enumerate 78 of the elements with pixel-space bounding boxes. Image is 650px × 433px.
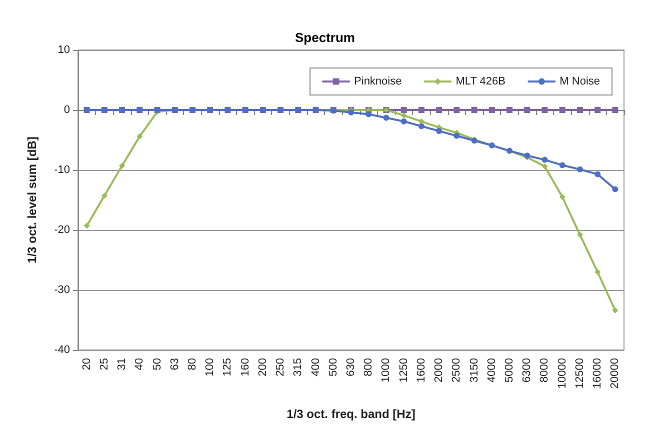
y-tick-label: -20 <box>54 224 70 236</box>
x-tick-label: 2000 <box>433 358 446 382</box>
x-tick-label: 10000 <box>556 358 568 389</box>
x-tick-label: 12500 <box>574 358 586 389</box>
point <box>594 107 601 113</box>
x-tick-label: 63 <box>168 358 181 370</box>
x-tick-label: 20 <box>80 358 93 370</box>
point <box>418 107 424 113</box>
x-tick-label: 2500 <box>450 358 463 382</box>
x-tick-label: 125 <box>222 358 234 376</box>
point <box>454 132 460 139</box>
legend-label: MLT 426B <box>456 76 506 88</box>
point <box>542 156 548 163</box>
point <box>524 107 530 113</box>
point <box>436 128 442 134</box>
x-tick-label: 1250 <box>398 358 410 382</box>
y-tick-label: -30 <box>54 284 70 296</box>
point <box>454 107 460 113</box>
point <box>348 109 354 116</box>
x-tick-label: 100 <box>204 358 216 376</box>
point <box>366 111 372 118</box>
point <box>136 133 143 140</box>
x-tick-label: 16000 <box>592 358 604 389</box>
x-tick-label: 40 <box>134 358 146 370</box>
y-tick-label: -10 <box>54 164 70 176</box>
x-tick-label: 1600 <box>415 358 428 382</box>
point <box>559 107 566 113</box>
point <box>400 118 407 124</box>
point <box>576 107 583 113</box>
point <box>559 194 566 200</box>
x-tick-label: 1000 <box>380 358 392 382</box>
x-tick-label: 5000 <box>504 358 516 382</box>
legend-label: M Noise <box>560 76 600 88</box>
point <box>594 269 601 275</box>
x-tick-label: 4000 <box>486 358 498 382</box>
point <box>436 107 442 113</box>
point <box>576 166 583 172</box>
x-tick-label: 630 <box>345 358 357 376</box>
x-tick-label: 160 <box>239 358 252 376</box>
x-tick-label: 800 <box>362 358 375 376</box>
point <box>612 307 618 314</box>
point <box>488 107 495 113</box>
x-tick-label: 250 <box>274 358 287 376</box>
x-tick-label: 315 <box>292 358 304 376</box>
x-tick-label: 200 <box>256 358 269 376</box>
point <box>542 107 548 113</box>
x-tick-label: 31 <box>116 358 128 370</box>
point <box>471 107 478 113</box>
point <box>119 162 126 169</box>
point <box>594 171 601 178</box>
point <box>576 232 583 238</box>
x-tick-label: 20000 <box>609 358 622 389</box>
point <box>612 107 618 113</box>
y-tick-label: 10 <box>58 44 70 56</box>
x-tick-label: 50 <box>151 358 164 370</box>
x-tick-label: 500 <box>327 358 340 376</box>
point <box>559 162 566 168</box>
x-tick-label: 80 <box>186 358 198 370</box>
legend-label: Pinknoise <box>354 76 402 88</box>
x-axis-title: 1/3 oct. freq. band [Hz] <box>286 407 416 421</box>
x-tick-label: 400 <box>310 358 322 376</box>
point <box>506 107 513 113</box>
x-tick-label: 3150 <box>468 358 480 382</box>
point <box>400 112 407 118</box>
point <box>400 107 407 113</box>
y-axis-title: 1/3 oct. level sum [dB] <box>25 136 39 264</box>
y-tick-label: 0 <box>64 104 70 116</box>
point <box>101 192 108 199</box>
point <box>418 123 424 130</box>
point <box>383 114 390 121</box>
point <box>612 186 618 192</box>
point <box>84 222 90 229</box>
x-tick-label: 6300 <box>521 358 534 382</box>
x-tick-label: 25 <box>98 358 110 370</box>
x-tick-label: 8000 <box>538 358 551 382</box>
y-tick-label: -40 <box>54 344 70 356</box>
point <box>542 163 548 170</box>
chart-title: Spectrum <box>295 30 355 45</box>
